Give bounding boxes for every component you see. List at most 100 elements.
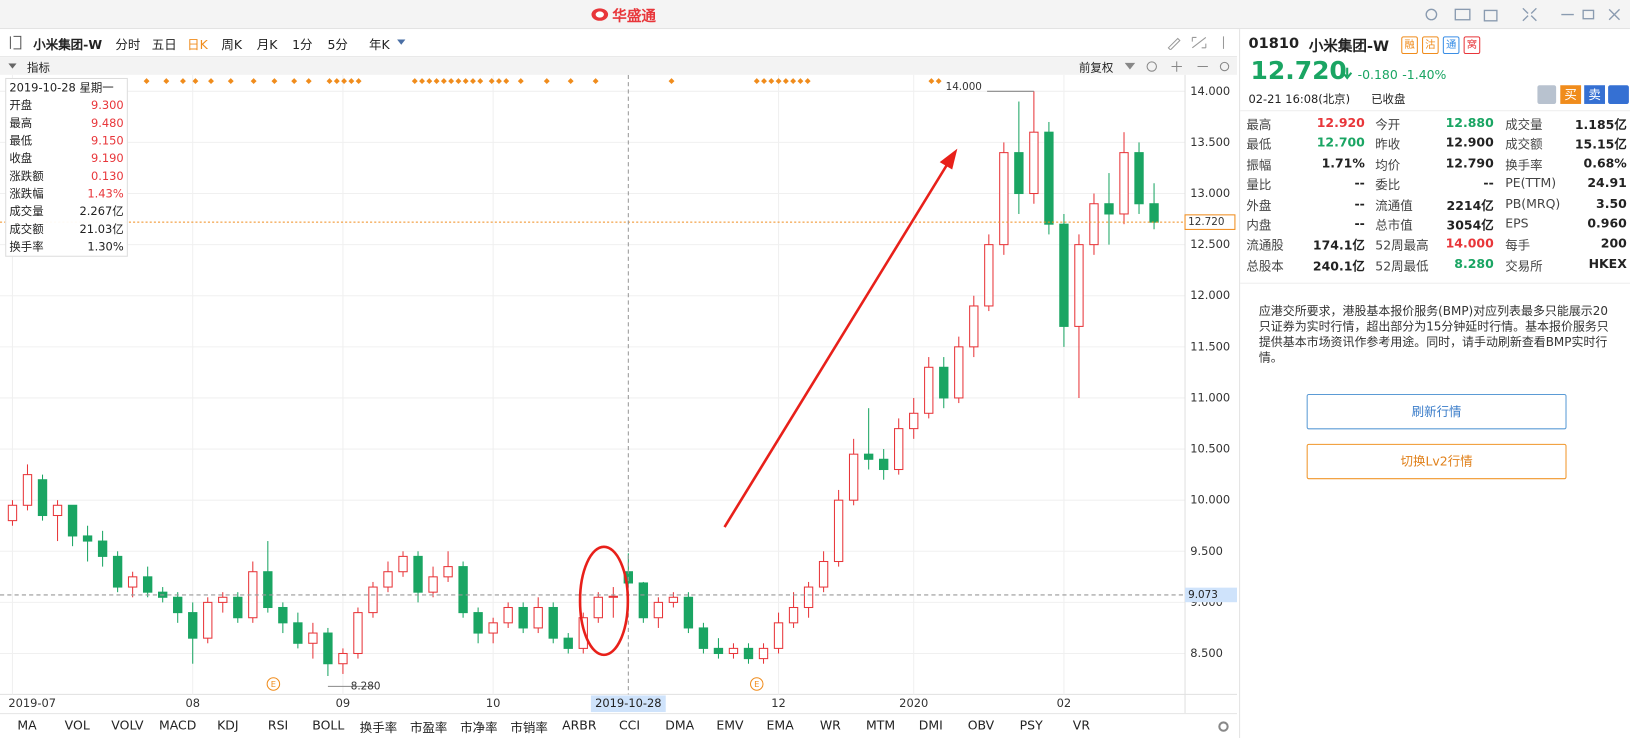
stat-value: 12.880 [1445,115,1494,130]
candle-body [788,606,799,624]
period-tab[interactable]: 5分 [327,37,348,52]
ohlc-row: 最高 9.480 [6,114,127,132]
indicator-tab[interactable]: BOLL [312,718,345,733]
indicator-tab[interactable]: 换手率 [359,720,398,735]
stat-label: 最低 [1246,137,1272,153]
stat-value: 1.71% [1321,155,1365,171]
event-marker [271,78,278,85]
stat-label: 内盘 [1246,218,1272,233]
indicator-tab[interactable]: EMV [716,718,744,733]
sidebar-toggle[interactable] [8,35,23,50]
indicator-tab[interactable]: OBV [967,718,995,733]
indicator-tab[interactable]: KDJ [217,718,239,733]
indicator-tab[interactable]: DMA [665,718,695,733]
indicator-tab[interactable]: ARBR [562,718,597,733]
indicator-tab[interactable]: MTM [865,718,896,733]
draw-tools[interactable] [1166,35,1234,50]
event-marker [804,78,811,85]
indicator-tab[interactable]: MA [17,718,37,733]
candle-body [368,586,378,614]
collapse-icon[interactable] [8,63,17,69]
candle-body [608,595,618,598]
stat-label: 每手 [1505,238,1531,254]
indicator-tab[interactable]: 市销率 [510,720,548,735]
indicator-tab[interactable]: EMA [766,718,794,733]
indicator-tab[interactable]: 市盈率 [409,720,448,735]
stat-value: 12.700 [1316,135,1365,151]
candle-body [879,458,889,471]
period-tab[interactable]: 分时 [115,37,141,52]
candle-body [1104,203,1114,215]
event-marker [470,78,476,85]
indicator-tab[interactable]: VR [1072,718,1090,733]
window-controls[interactable] [1422,5,1625,24]
indicator-tab[interactable]: DMI [918,718,943,733]
x-tick-label: 2020 [899,696,928,710]
chart-tools[interactable] [1124,60,1234,72]
indicator-tab[interactable]: MACD [158,718,197,733]
down-arrow [1342,67,1353,80]
event-marker [326,78,333,85]
candle-body [578,617,588,649]
sell-button[interactable]: 卖 [1584,85,1605,104]
event-marker [433,78,440,85]
event-marker [143,78,150,85]
bmp-notice: 应港交所要求，港股基本报价服务(BMP)对应列表最多只能展示20只证券为实时行情… [1258,303,1609,365]
indicator-tab[interactable]: RSI [267,718,289,733]
stat-value: 1.185亿 [1574,117,1627,133]
candle-body [773,622,784,649]
event-marker [333,78,340,85]
candle-body [1074,244,1084,327]
event-marker [496,78,502,85]
candle-body [353,612,363,655]
stat-value: 0.68% [1583,155,1627,171]
candle-body [563,637,573,649]
settings-icon[interactable] [1216,719,1231,734]
indicator-menu[interactable]: 指标 [27,61,50,75]
candle-body [743,647,754,660]
x-tick-label: 09 [336,696,351,710]
candle-body [909,412,919,430]
period-tab[interactable]: 1分 [292,37,313,52]
candle-body [308,632,318,644]
indicator-tab[interactable]: PSY [1019,718,1043,733]
candle-body [398,555,408,573]
quote-panel: 01810 小米集团-W 12.720 -0.180 -1.40% 02-21 … [1239,29,1630,738]
candle-body [954,346,964,399]
buy-button[interactable]: 买 [1560,85,1582,104]
candle-body [278,606,288,624]
y-tick-label: 10.000 [1190,493,1230,507]
alert-button[interactable] [1537,85,1557,104]
candle-body [728,647,739,655]
event-marker [768,78,775,85]
menu-button[interactable] [1608,85,1629,104]
candle-body [218,596,228,603]
y-tick-label: 11.000 [1190,390,1230,404]
candle-body [939,366,949,399]
indicator-tab[interactable]: VOLV [111,718,144,733]
event-marker [797,78,804,85]
stat-label: 最高 [1246,117,1272,133]
ohlc-label: 换手率 [9,240,44,254]
candle-body [818,560,829,588]
stat-label: 交易所 [1505,258,1543,274]
ohlc-label: 涨跌额 [9,169,44,183]
event-marker [163,78,170,85]
indicator-tab[interactable]: VOL [64,718,90,733]
period-tab[interactable]: 五日 [151,37,177,52]
ohlc-value: 21.03亿 [79,222,124,236]
candle-body [383,571,393,588]
ohlc-label: 开盘 [9,98,33,113]
period-tab[interactable]: 周K [221,37,243,52]
lv2-button[interactable]: 切换Lv2行情 [1306,443,1567,480]
indicator-tab[interactable]: 市净率 [460,720,498,735]
refresh-button[interactable]: 刷新行情 [1306,393,1567,430]
period-tab[interactable]: 日K [187,37,208,52]
crosshair-price-tag [1185,587,1238,603]
year-menu[interactable]: 年K [369,37,390,52]
indicator-tab[interactable]: WR [819,718,841,733]
divider [1240,282,1630,284]
indicator-tab[interactable]: CCI [618,718,641,733]
period-tab[interactable]: 月K [256,37,278,52]
adjust-menu[interactable]: 前复权 [1079,61,1114,75]
